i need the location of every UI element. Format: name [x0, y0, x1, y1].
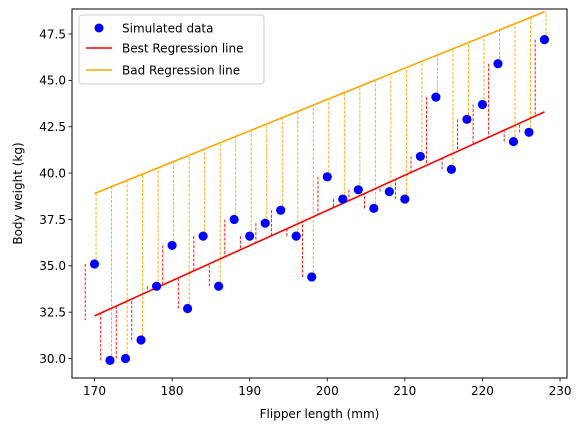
x-tick-label: 200	[316, 384, 339, 398]
data-point	[291, 231, 301, 241]
data-point	[524, 127, 534, 137]
plot-frame	[71, 8, 568, 379]
data-point	[493, 59, 503, 69]
y-tick-label: 40.0	[39, 166, 66, 180]
data-point	[198, 231, 208, 241]
data-point	[539, 34, 550, 45]
data-point	[167, 240, 177, 251]
x-axis: 170 180 190 200 210 220 230	[83, 378, 571, 398]
data-point	[151, 281, 162, 291]
best-regression-line	[94, 111, 545, 317]
y-tick-label: 37.5	[39, 213, 66, 227]
data-point	[120, 353, 131, 364]
x-tick-label: 220	[471, 384, 494, 398]
y-tick-label: 30.0	[39, 352, 66, 366]
data-point	[89, 259, 100, 269]
bad-residuals	[95, 11, 547, 361]
regression-lines	[94, 11, 545, 317]
data-point	[415, 151, 425, 162]
x-tick-label: 180	[161, 384, 184, 398]
data-point	[245, 231, 255, 241]
x-tick-label: 230	[549, 384, 572, 398]
data-point	[477, 99, 488, 110]
data-point	[276, 205, 286, 215]
y-tick-label: 45.0	[39, 74, 66, 88]
data-point	[400, 194, 410, 204]
data-point	[229, 214, 239, 225]
data-point	[338, 194, 348, 204]
y-axis-label: Body weight (kg)	[11, 142, 25, 244]
y-tick-label: 47.5	[39, 27, 66, 41]
x-tick-label: 170	[83, 384, 106, 398]
data-point	[431, 92, 441, 102]
y-tick-label: 32.5	[39, 305, 66, 319]
y-tick-label: 42.5	[39, 120, 66, 134]
legend: Simulated data Best Regression line Bad …	[78, 14, 265, 85]
legend-label-simulated-data: Simulated data	[122, 21, 213, 35]
data-point	[307, 272, 317, 282]
legend-box	[78, 14, 265, 85]
data-point	[462, 114, 472, 124]
x-tick-label: 190	[238, 384, 261, 398]
x-axis-label: Flipper length (mm)	[260, 407, 380, 421]
y-axis: 30.0 32.5 35.0 37.5 40.0 42.5 45.0 47.5	[39, 27, 72, 366]
data-point	[183, 303, 193, 314]
data-point	[105, 355, 115, 365]
data-point	[384, 187, 394, 197]
data-point	[369, 203, 379, 213]
best-residuals	[84, 39, 536, 361]
legend-label-bad-regression: Bad Regression line	[122, 63, 240, 77]
data-point	[508, 136, 519, 147]
bad-regression-line	[94, 11, 545, 195]
data-point	[322, 172, 332, 182]
data-point	[446, 164, 456, 174]
data-point	[260, 218, 270, 228]
data-points	[89, 34, 550, 365]
legend-marker-simulated-data	[94, 23, 104, 33]
x-tick-label: 210	[393, 384, 416, 398]
data-point	[136, 335, 146, 345]
legend-label-best-regression: Best Regression line	[122, 41, 244, 55]
data-point	[214, 281, 224, 291]
data-point	[353, 185, 363, 195]
y-tick-label: 35.0	[39, 259, 66, 273]
